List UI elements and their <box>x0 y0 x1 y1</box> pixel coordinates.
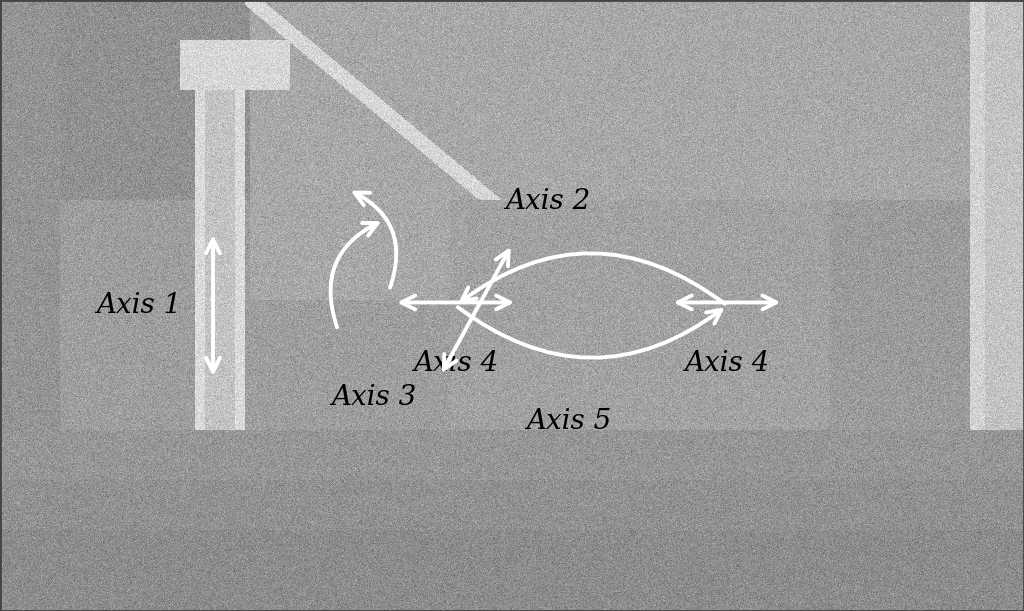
Text: Axis 4: Axis 4 <box>684 350 770 377</box>
Text: Axis 5: Axis 5 <box>525 408 611 435</box>
Text: Axis 1: Axis 1 <box>95 292 181 319</box>
Text: Axis 4: Axis 4 <box>413 350 499 377</box>
Text: Axis 2: Axis 2 <box>505 188 591 215</box>
Text: Axis 3: Axis 3 <box>331 384 417 411</box>
